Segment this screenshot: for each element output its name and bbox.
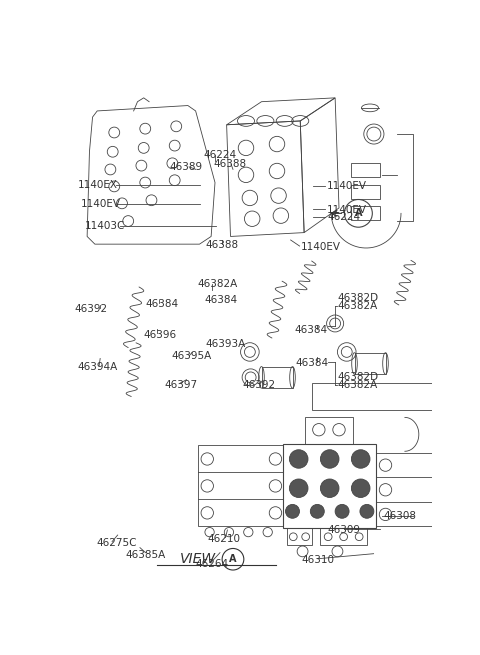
Bar — [376, 453, 461, 526]
Text: 46310: 46310 — [302, 555, 335, 565]
Text: 11403C: 11403C — [85, 221, 125, 231]
Text: VIEW: VIEW — [180, 552, 216, 566]
Text: 46210: 46210 — [207, 534, 240, 544]
Text: 46389: 46389 — [170, 162, 203, 172]
Text: 1140EV: 1140EV — [81, 198, 120, 209]
Circle shape — [321, 450, 339, 468]
Text: A: A — [355, 208, 362, 218]
Bar — [350, 185, 380, 198]
Text: 46224: 46224 — [327, 212, 360, 222]
Bar — [312, 383, 440, 409]
Text: 46384: 46384 — [204, 295, 237, 305]
Text: 46392: 46392 — [75, 304, 108, 314]
Bar — [305, 417, 353, 443]
Text: 1140EV: 1140EV — [327, 205, 367, 215]
Text: 46395A: 46395A — [172, 352, 212, 362]
Text: 46382A: 46382A — [337, 301, 377, 311]
Bar — [321, 529, 367, 545]
Text: 1140EV: 1140EV — [327, 181, 367, 191]
Text: 46397: 46397 — [165, 380, 198, 390]
Bar — [262, 367, 292, 388]
Circle shape — [360, 504, 374, 518]
Bar — [287, 529, 312, 545]
Circle shape — [289, 450, 308, 468]
Text: 46382A: 46382A — [198, 280, 238, 290]
Text: 1140EX: 1140EX — [77, 180, 118, 190]
Bar — [350, 163, 380, 177]
Text: 46308: 46308 — [384, 512, 417, 521]
Circle shape — [321, 479, 339, 498]
Circle shape — [351, 450, 370, 468]
Bar — [283, 443, 376, 529]
Text: 46384: 46384 — [296, 358, 329, 367]
Text: 46382D: 46382D — [337, 371, 378, 382]
Bar — [350, 206, 380, 220]
Text: 46388: 46388 — [205, 240, 239, 250]
Text: 46392: 46392 — [242, 380, 276, 390]
Text: 46382D: 46382D — [337, 293, 378, 303]
Text: A: A — [229, 554, 237, 564]
Text: 46275C: 46275C — [96, 538, 137, 548]
Text: 46264: 46264 — [196, 559, 229, 569]
Text: 46396: 46396 — [144, 330, 177, 340]
Text: 46309: 46309 — [328, 525, 361, 535]
Circle shape — [289, 479, 308, 498]
Circle shape — [335, 504, 349, 518]
Text: 46384: 46384 — [294, 326, 327, 335]
Circle shape — [351, 479, 370, 498]
Text: 46384: 46384 — [145, 299, 179, 309]
Text: 46394A: 46394A — [78, 362, 118, 372]
Circle shape — [286, 504, 300, 518]
Text: 46385A: 46385A — [125, 550, 165, 560]
Text: 46388: 46388 — [214, 159, 247, 170]
Text: 1140EV: 1140EV — [301, 242, 341, 252]
Bar — [355, 353, 385, 374]
Text: 46382A: 46382A — [337, 380, 377, 390]
Bar — [198, 445, 283, 526]
Circle shape — [311, 504, 324, 518]
Text: 46393A: 46393A — [206, 339, 246, 349]
Text: 46224: 46224 — [203, 150, 236, 160]
